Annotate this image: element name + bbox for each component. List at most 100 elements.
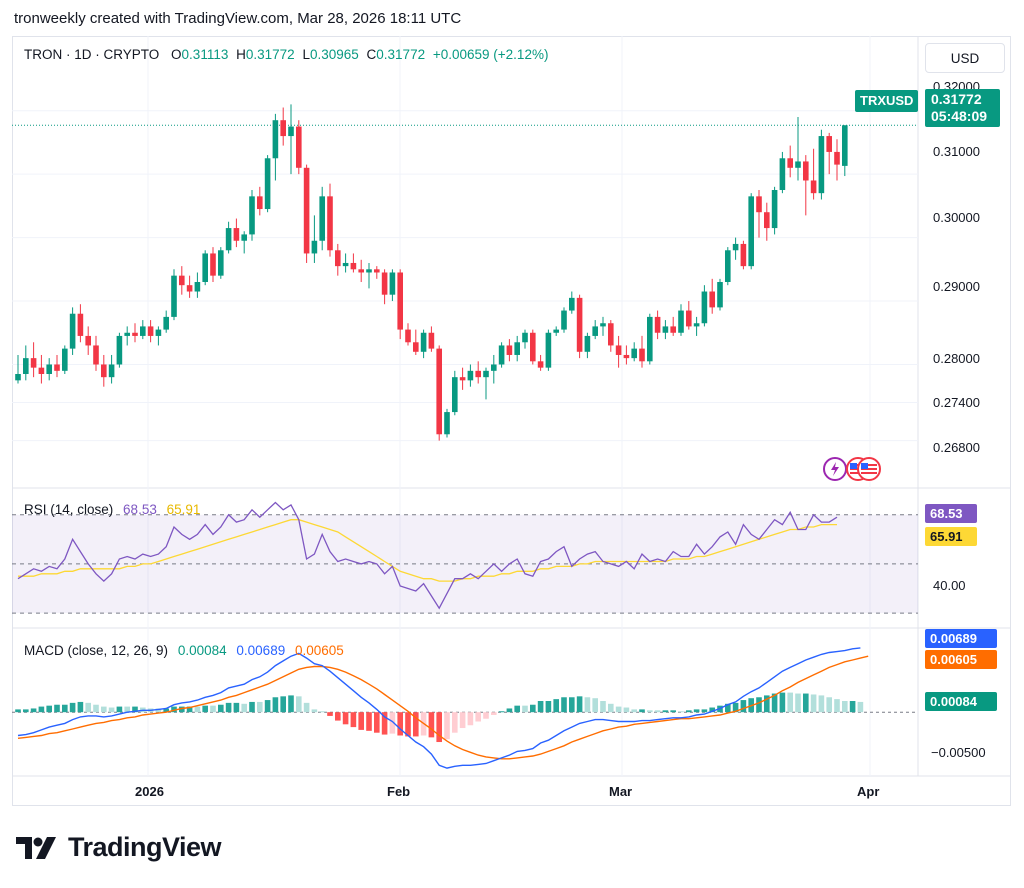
candle <box>670 316 676 336</box>
candle <box>444 408 450 438</box>
close-label: C <box>366 47 377 62</box>
candle-body <box>639 348 645 362</box>
symbol-price-tag: TRXUSD <box>855 90 919 112</box>
candle-body <box>810 180 817 194</box>
tradingview-logo-icon <box>16 836 56 859</box>
macd-histogram-bar <box>732 702 739 713</box>
candle <box>327 183 333 257</box>
macd-histogram-bar <box>506 708 513 713</box>
macd-pane <box>12 647 918 769</box>
candle <box>647 313 653 365</box>
price-tick: 0.26800 <box>933 440 980 455</box>
currency-button[interactable]: USD <box>925 43 1005 73</box>
candle-body <box>748 196 754 267</box>
candle <box>374 266 380 279</box>
candle-body <box>202 253 208 282</box>
price-tick: 0.27400 <box>933 395 980 410</box>
candle-body <box>732 243 739 251</box>
candle-body <box>647 316 653 362</box>
brand-footer[interactable]: TradingView <box>16 832 222 863</box>
candle <box>428 326 435 352</box>
macd-histogram-bar <box>319 711 325 713</box>
candle <box>608 320 614 352</box>
candle <box>506 339 513 362</box>
candle-body <box>779 158 786 190</box>
candle <box>600 316 606 336</box>
candle-body <box>787 158 793 168</box>
candle <box>795 117 801 181</box>
macd-tick: −0.00500 <box>931 745 986 760</box>
macd-histogram-bar <box>584 697 591 713</box>
candle-body <box>303 167 310 254</box>
candle-body <box>280 120 286 137</box>
candle <box>483 367 489 400</box>
candle-body <box>194 282 201 292</box>
candle-body <box>483 370 489 378</box>
macd-histogram-bar <box>397 712 403 736</box>
macd-histogram-bar <box>413 712 419 737</box>
candle-body <box>491 364 497 371</box>
macd-histogram-bar <box>202 705 208 713</box>
macd-histogram-bar <box>288 695 294 713</box>
candle <box>678 304 684 336</box>
symbol-legend: TRON · 1D · CRYPTO O0.31113 H0.31772 L0.… <box>24 47 548 62</box>
candle <box>54 354 60 378</box>
macd-histogram-bar <box>155 708 162 713</box>
macd-histogram-bar <box>615 706 622 713</box>
candle <box>475 361 481 384</box>
candle <box>654 310 661 340</box>
candle-body <box>381 272 388 295</box>
macd-histogram-bar <box>826 697 832 713</box>
candle-body <box>420 332 427 352</box>
candle <box>686 301 692 330</box>
candle-body <box>561 310 567 330</box>
rsi-title[interactable]: RSI (14, close) <box>24 502 114 517</box>
candle <box>397 269 403 340</box>
macd-histogram-bar <box>303 702 310 713</box>
candle <box>553 326 559 336</box>
candle-body <box>241 234 247 241</box>
candle-body <box>576 297 583 352</box>
macd-histogram-bar <box>545 701 552 713</box>
candle-body <box>93 345 99 365</box>
macd-histogram-bar <box>725 703 731 713</box>
macd-line-tag: 0.00689 <box>925 629 997 648</box>
candle-body <box>233 228 240 241</box>
candle-body <box>272 120 279 159</box>
bar-countdown: 05:48:09 <box>931 108 988 124</box>
macd-histogram-bar <box>381 712 388 735</box>
candle <box>241 231 247 254</box>
candle <box>756 190 762 238</box>
candle-body <box>413 342 419 352</box>
candle <box>631 342 637 362</box>
symbol-name[interactable]: TRON · 1D · CRYPTO <box>24 47 160 62</box>
candle-body <box>475 370 481 378</box>
macd-signal-value: 0.00605 <box>294 643 344 658</box>
candle <box>38 354 45 384</box>
macd-histogram-bar <box>787 692 793 713</box>
macd-histogram-bar <box>779 692 786 713</box>
macd-title[interactable]: MACD (close, 12, 26, 9) <box>24 643 169 658</box>
candle <box>701 285 708 327</box>
candle <box>108 354 115 384</box>
macd-histogram-bar <box>483 712 489 719</box>
x-tick: Feb <box>387 784 410 799</box>
rsi-legend: RSI (14, close) 68.53 65.91 <box>24 502 200 517</box>
candle-body <box>537 361 544 368</box>
candle <box>264 155 271 213</box>
candle-body <box>771 190 778 229</box>
macd-histogram-bar <box>171 706 177 713</box>
candle-body <box>818 136 825 194</box>
candle-body <box>296 126 302 168</box>
macd-histogram-bar <box>342 712 349 725</box>
candle-body <box>709 291 715 308</box>
candle <box>288 104 294 175</box>
candle <box>171 269 177 321</box>
candle-body <box>264 158 271 210</box>
candle-body <box>163 316 169 330</box>
candle-body <box>740 243 747 267</box>
candle-body <box>436 348 442 435</box>
event-icons[interactable] <box>822 456 882 487</box>
rsi-ma-line <box>18 519 837 582</box>
